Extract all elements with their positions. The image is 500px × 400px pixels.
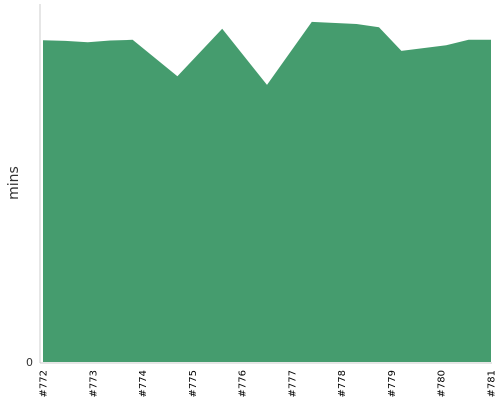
y-tick-label-0: 0 (26, 356, 33, 369)
x-tick-label: #777 (287, 370, 298, 397)
plot-area (43, 21, 491, 363)
x-tick-label: #780 (437, 370, 448, 397)
y-axis-label: mins (6, 166, 22, 200)
x-tick-label: #775 (188, 370, 199, 397)
x-tick-label: #772 (39, 370, 50, 397)
x-tick-label: #781 (487, 370, 498, 397)
x-tick-label: #778 (337, 370, 348, 397)
x-tick-label: #774 (138, 370, 149, 397)
x-tick-label: #773 (88, 370, 99, 397)
x-tick-label: #776 (238, 370, 249, 397)
x-tick-labels: #772 #773 #774 #775 #776 #777 #778 #779 #780 #781 (39, 370, 498, 397)
x-tick-label: #779 (387, 370, 398, 397)
series-area (43, 21, 491, 363)
